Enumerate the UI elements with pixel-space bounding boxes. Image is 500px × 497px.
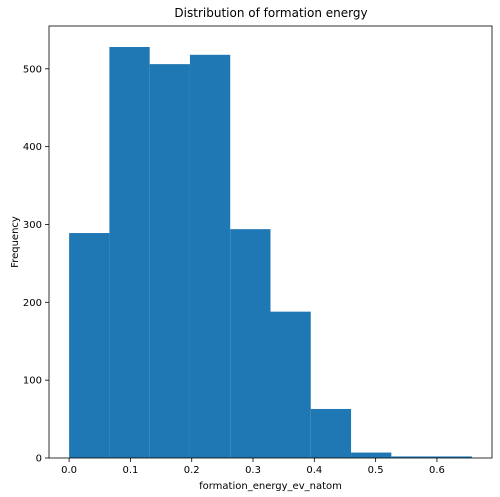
x-axis-label: formation_energy_ev_natom xyxy=(199,481,342,492)
histogram-bar xyxy=(351,453,391,458)
chart-title: Distribution of formation energy xyxy=(174,6,367,20)
histogram-bar xyxy=(230,229,270,458)
y-axis: 0 100 200 300 400 500 xyxy=(23,64,49,464)
y-axis-label: Frequency xyxy=(10,216,21,268)
y-tick-label: 300 xyxy=(23,220,42,231)
y-tick-label: 0 xyxy=(36,454,42,465)
x-tick-label: 0.4 xyxy=(306,465,322,476)
x-tick-label: 0.0 xyxy=(61,465,77,476)
histogram-bar xyxy=(311,409,351,458)
x-tick-label: 0.3 xyxy=(245,465,261,476)
x-axis: 0.0 0.1 0.2 0.3 0.4 0.5 0.6 xyxy=(61,458,445,476)
x-tick-label: 0.6 xyxy=(429,465,445,476)
y-tick-label: 200 xyxy=(23,298,42,309)
y-tick-label: 100 xyxy=(23,376,42,387)
x-tick-label: 0.5 xyxy=(368,465,384,476)
y-tick-label: 500 xyxy=(23,64,42,75)
bars-group xyxy=(69,47,472,458)
histogram-bar xyxy=(190,55,230,458)
y-tick-label: 400 xyxy=(23,142,42,153)
x-tick-label: 0.2 xyxy=(184,465,200,476)
x-tick-label: 0.1 xyxy=(122,465,138,476)
histogram-bar xyxy=(271,312,311,458)
histogram-bar xyxy=(150,64,190,458)
histogram-bar xyxy=(109,47,149,458)
histogram-bar xyxy=(69,233,109,458)
